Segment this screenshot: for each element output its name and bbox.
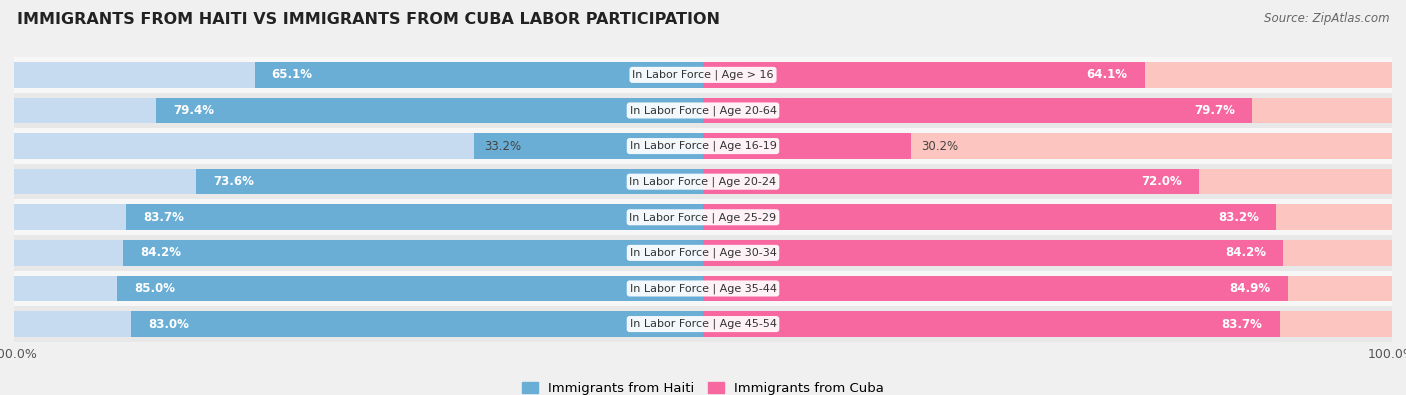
Text: In Labor Force | Age > 16: In Labor Force | Age > 16 [633, 70, 773, 80]
Bar [14, 169, 703, 194]
Bar [195, 169, 703, 194]
Bar [14, 62, 703, 88]
Bar [14, 133, 703, 159]
Bar [703, 133, 1392, 159]
Text: In Labor Force | Age 20-64: In Labor Force | Age 20-64 [630, 105, 776, 116]
Text: 30.2%: 30.2% [921, 139, 959, 152]
Text: Source: ZipAtlas.com: Source: ZipAtlas.com [1264, 12, 1389, 25]
Bar [703, 311, 1279, 337]
Bar [703, 276, 1392, 301]
Bar [122, 240, 703, 266]
Bar [14, 311, 703, 337]
Bar [14, 93, 1392, 128]
Bar [703, 98, 1253, 123]
Text: 84.9%: 84.9% [1230, 282, 1271, 295]
Bar [14, 205, 703, 230]
Bar [703, 133, 911, 159]
Bar [703, 276, 1288, 301]
Text: 64.1%: 64.1% [1087, 68, 1128, 81]
Bar [14, 164, 1392, 199]
Bar [703, 169, 1199, 194]
Bar [127, 205, 703, 230]
Text: 83.2%: 83.2% [1218, 211, 1258, 224]
Text: 79.4%: 79.4% [173, 104, 214, 117]
Legend: Immigrants from Haiti, Immigrants from Cuba: Immigrants from Haiti, Immigrants from C… [516, 377, 890, 395]
Text: 83.7%: 83.7% [143, 211, 184, 224]
Text: In Labor Force | Age 35-44: In Labor Force | Age 35-44 [630, 283, 776, 294]
Text: 83.7%: 83.7% [1222, 318, 1263, 331]
Bar [703, 205, 1392, 230]
Bar [156, 98, 703, 123]
Text: 72.0%: 72.0% [1142, 175, 1182, 188]
Bar [703, 240, 1392, 266]
Bar [703, 169, 1392, 194]
Text: In Labor Force | Age 16-19: In Labor Force | Age 16-19 [630, 141, 776, 151]
Bar [703, 240, 1284, 266]
Text: In Labor Force | Age 45-54: In Labor Force | Age 45-54 [630, 319, 776, 329]
Bar [703, 311, 1392, 337]
Bar [703, 62, 1144, 88]
Text: IMMIGRANTS FROM HAITI VS IMMIGRANTS FROM CUBA LABOR PARTICIPATION: IMMIGRANTS FROM HAITI VS IMMIGRANTS FROM… [17, 12, 720, 27]
Text: In Labor Force | Age 30-34: In Labor Force | Age 30-34 [630, 248, 776, 258]
Bar [14, 276, 703, 301]
Text: 33.2%: 33.2% [485, 139, 522, 152]
Bar [14, 271, 1392, 306]
Bar [14, 128, 1392, 164]
Bar [703, 62, 1392, 88]
Bar [14, 235, 1392, 271]
Text: 65.1%: 65.1% [271, 68, 312, 81]
Bar [703, 98, 1392, 123]
Bar [254, 62, 703, 88]
Bar [117, 276, 703, 301]
Bar [14, 306, 1392, 342]
Bar [14, 98, 703, 123]
Text: In Labor Force | Age 20-24: In Labor Force | Age 20-24 [630, 177, 776, 187]
Bar [14, 57, 1392, 93]
Text: 83.0%: 83.0% [149, 318, 190, 331]
Bar [474, 133, 703, 159]
Bar [14, 199, 1392, 235]
Bar [14, 240, 703, 266]
Bar [703, 205, 1277, 230]
Text: In Labor Force | Age 25-29: In Labor Force | Age 25-29 [630, 212, 776, 222]
Text: 85.0%: 85.0% [135, 282, 176, 295]
Text: 84.2%: 84.2% [141, 246, 181, 260]
Bar [131, 311, 703, 337]
Text: 73.6%: 73.6% [214, 175, 254, 188]
Text: 84.2%: 84.2% [1225, 246, 1265, 260]
Text: 79.7%: 79.7% [1194, 104, 1234, 117]
